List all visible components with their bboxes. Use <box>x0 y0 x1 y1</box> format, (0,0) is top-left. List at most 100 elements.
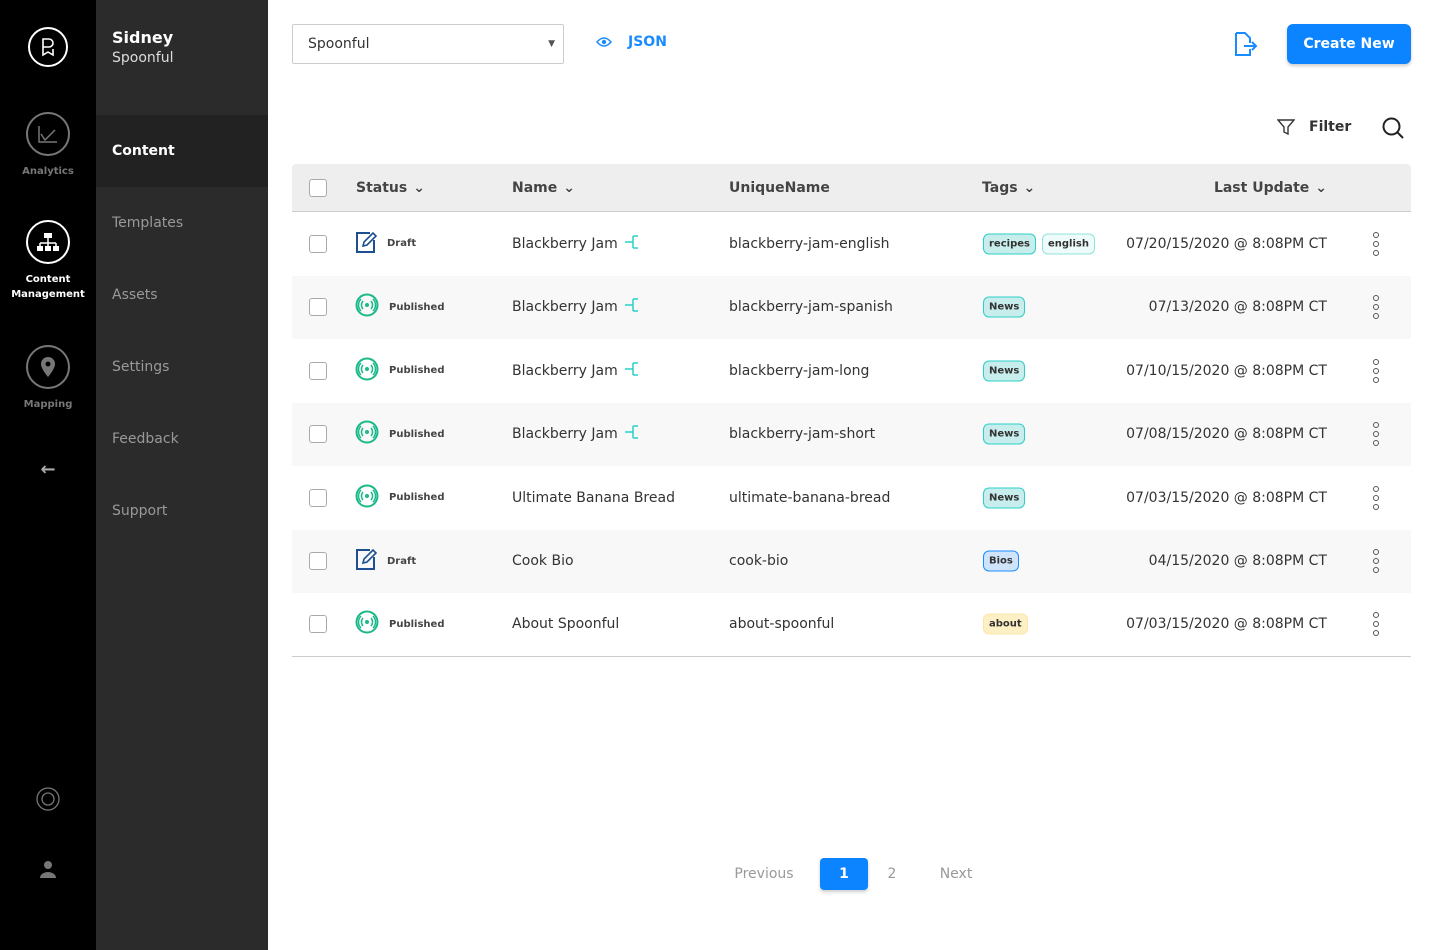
row-name[interactable]: Cook Bio <box>512 553 574 570</box>
user-icon[interactable] <box>0 860 96 883</box>
row-checkbox[interactable] <box>309 298 327 317</box>
status-text: Draft <box>387 555 417 567</box>
eye-icon <box>596 37 612 47</box>
more-options-icon[interactable] <box>1373 485 1379 510</box>
pagination: Previous 1 2 Next <box>720 858 996 890</box>
rail-label: Content Management <box>11 274 85 300</box>
row-unique-name: blackberry-jam-long <box>729 362 870 379</box>
sidebar-item-support[interactable]: Support <box>112 503 168 519</box>
sidebar-item-assets[interactable]: Assets <box>112 287 158 303</box>
chevron-down-icon: ⌄ <box>413 179 425 196</box>
row-checkbox[interactable] <box>309 361 327 380</box>
org-switcher[interactable]: Sidney Spoonful <box>112 28 173 66</box>
more-options-icon[interactable] <box>1373 422 1379 447</box>
row-name[interactable]: Ultimate Banana Bread <box>512 489 675 506</box>
sidebar-item-settings[interactable]: Settings <box>112 359 170 375</box>
next-button[interactable]: Next <box>939 866 973 882</box>
previous-button[interactable]: Previous <box>734 866 794 882</box>
sort-name[interactable]: Name ⌄ <box>512 180 575 196</box>
row-name[interactable]: Blackberry Jam <box>512 426 618 443</box>
rail-item-analytics[interactable]: Analytics <box>0 112 96 179</box>
sort-last-update[interactable]: Last Update ⌄ <box>1214 180 1327 196</box>
status-text: Published <box>389 428 445 440</box>
filter-icon <box>1277 119 1295 136</box>
page-1-button[interactable]: 1 <box>820 858 868 890</box>
row-name[interactable]: Blackberry Jam <box>512 235 618 252</box>
table-row[interactable]: Published Blackberry Jam blackberry-jam-… <box>292 339 1411 403</box>
rail-label: Analytics <box>22 166 74 177</box>
sidebar-item-content[interactable]: Content <box>96 115 268 187</box>
help-icon[interactable] <box>0 786 96 817</box>
table-row[interactable]: Published About Spoonful about-spoonful … <box>292 593 1411 657</box>
tag-badge[interactable]: News <box>983 360 1026 382</box>
app-rail: Analytics Content Management Mapping ← <box>0 0 96 950</box>
create-new-button[interactable]: Create New <box>1287 24 1411 64</box>
site-select[interactable]: Spoonful ▼ <box>292 24 564 64</box>
chevron-down-icon: ⌄ <box>1315 179 1327 196</box>
row-last-update: 07/13/2020 @ 8:08PM CT <box>1148 299 1327 316</box>
logo-icon <box>28 27 68 67</box>
collapse-arrow-icon[interactable]: ← <box>40 459 56 480</box>
sidebar-item-templates[interactable]: Templates <box>112 215 184 231</box>
status-text: Draft <box>387 238 417 250</box>
sidebar-item-feedback[interactable]: Feedback <box>112 431 179 447</box>
more-options-icon[interactable] <box>1373 612 1379 637</box>
sort-tags[interactable]: Tags ⌄ <box>982 180 1035 196</box>
row-last-update: 07/03/15/2020 @ 8:08PM CT <box>1126 616 1327 633</box>
tag-badge[interactable]: about <box>983 613 1028 635</box>
tag-badge[interactable]: News <box>983 296 1026 318</box>
row-checkbox[interactable] <box>309 552 327 571</box>
export-icon[interactable] <box>1233 31 1259 61</box>
table-row[interactable]: Draft Cook Bio cook-bio Bios 04/15/2020 … <box>292 529 1411 593</box>
json-label: JSON <box>628 34 667 50</box>
tag-badge[interactable]: recipes <box>983 233 1036 255</box>
row-unique-name: ultimate-banana-bread <box>729 489 891 506</box>
more-options-icon[interactable] <box>1373 358 1379 383</box>
sort-status[interactable]: Status ⌄ <box>356 180 425 196</box>
row-checkbox[interactable] <box>309 488 327 507</box>
rail-item-content-management[interactable]: Content Management <box>0 220 96 302</box>
filter-button[interactable]: Filter <box>1277 118 1351 136</box>
row-checkbox[interactable] <box>309 615 327 634</box>
tag-badge[interactable]: News <box>983 423 1026 445</box>
header-tags: Tags <box>982 179 1018 196</box>
linked-variant-icon[interactable] <box>624 361 640 381</box>
select-all-checkbox[interactable] <box>309 178 327 197</box>
row-name[interactable]: About Spoonful <box>512 616 620 633</box>
rail-label: Mapping <box>23 399 73 410</box>
header-status: Status <box>356 179 408 196</box>
row-name[interactable]: Blackberry Jam <box>512 362 618 379</box>
table-row[interactable]: Published Ultimate Banana Bread ultimate… <box>292 466 1411 530</box>
published-icon <box>355 420 379 448</box>
more-options-icon[interactable] <box>1373 295 1379 320</box>
tag-badge[interactable]: Bios <box>983 550 1019 572</box>
row-unique-name: blackberry-jam-spanish <box>729 299 893 316</box>
row-last-update: 07/08/15/2020 @ 8:08PM CT <box>1126 426 1327 443</box>
table-row[interactable]: Published Blackberry Jam blackberry-jam-… <box>292 275 1411 339</box>
table-row[interactable]: Published Blackberry Jam blackberry-jam-… <box>292 402 1411 466</box>
more-options-icon[interactable] <box>1373 549 1379 574</box>
header-last-update: Last Update <box>1213 179 1310 196</box>
tag-badge[interactable]: english <box>1041 233 1095 255</box>
logo[interactable] <box>0 27 96 75</box>
row-checkbox[interactable] <box>309 234 327 253</box>
row-checkbox[interactable] <box>309 425 327 444</box>
secondary-sidebar: Sidney Spoonful Content Templates Assets… <box>96 0 268 950</box>
linked-variant-icon[interactable] <box>624 424 640 444</box>
linked-variant-icon[interactable] <box>624 297 640 317</box>
json-button[interactable]: JSON <box>596 34 667 50</box>
linked-variant-icon[interactable] <box>624 234 640 254</box>
row-name[interactable]: Blackberry Jam <box>512 299 618 316</box>
status-text: Published <box>389 492 445 504</box>
search-icon[interactable] <box>1382 117 1404 143</box>
page-2-button[interactable]: 2 <box>887 866 897 882</box>
tag-badge[interactable]: News <box>983 487 1026 509</box>
status-text: Published <box>389 618 445 630</box>
table-row[interactable]: Draft Blackberry Jam blackberry-jam-engl… <box>292 212 1411 276</box>
more-options-icon[interactable] <box>1373 231 1379 256</box>
draft-icon <box>355 230 378 258</box>
rail-item-mapping[interactable]: Mapping <box>0 345 96 412</box>
draft-icon <box>355 547 378 575</box>
filter-label: Filter <box>1309 119 1352 135</box>
row-unique-name: about-spoonful <box>729 616 835 633</box>
